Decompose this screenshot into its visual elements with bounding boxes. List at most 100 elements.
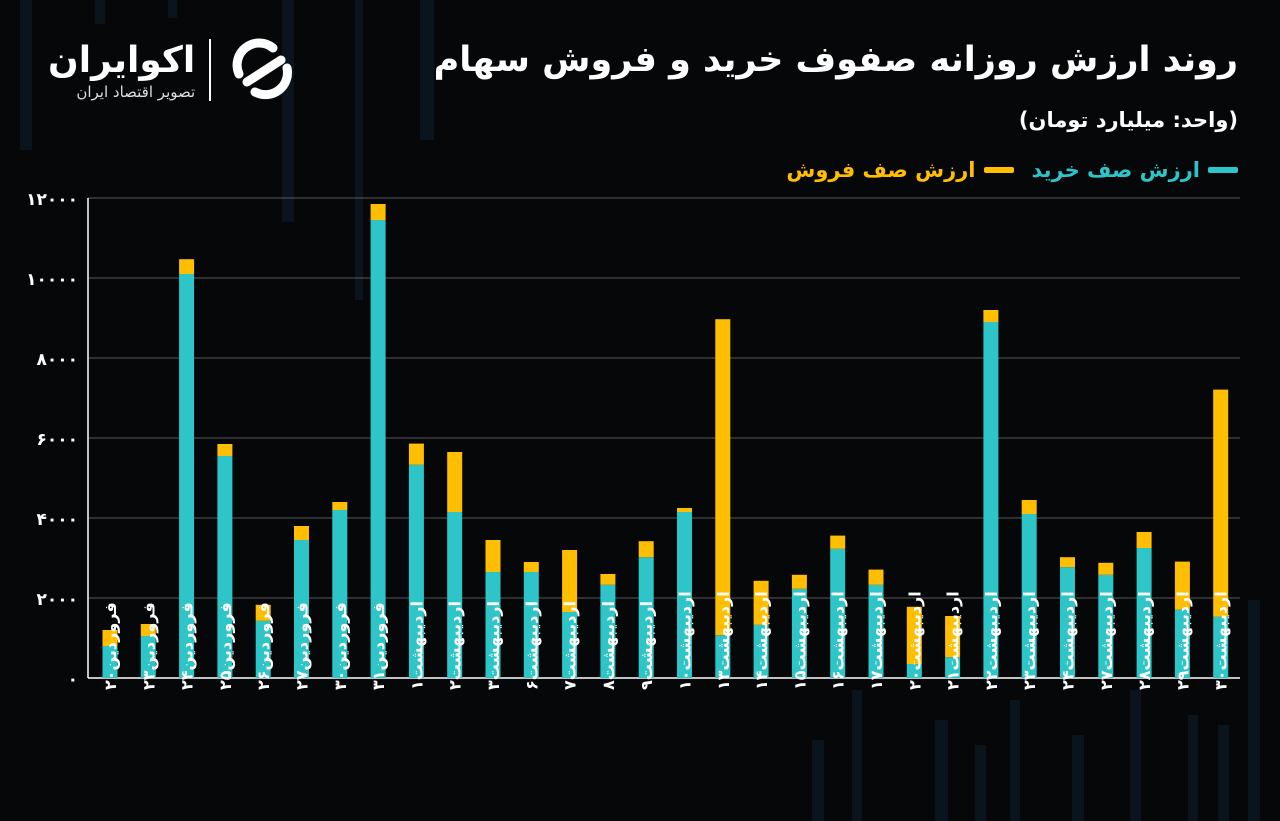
bar-buy [830, 548, 846, 678]
bar-buy [408, 464, 424, 678]
ekoiran-logo-icon [232, 38, 293, 100]
bar-buy [983, 322, 999, 678]
bar-buy [1060, 567, 1075, 678]
x-tick-label: اردیبهشت۲۸ [1135, 591, 1154, 690]
bar-sell [370, 204, 386, 220]
bar-buy [140, 636, 156, 678]
bar-buy [945, 657, 961, 678]
x-tick-label: اردیبهشت۱۰ [676, 591, 695, 690]
chart-title: روند ارزش روزانه صفوف خرید و فروش سهام [433, 40, 1238, 80]
bar-buy [217, 456, 233, 678]
y-tick-label: ۱۰۰۰۰ [26, 270, 78, 290]
bar-sell [562, 550, 578, 612]
legend-item-sell: ارزش صف فروش [786, 158, 1014, 182]
bar-buy [370, 220, 386, 678]
bar-buy [715, 635, 731, 678]
x-tick-label: اردیبهشت۲۱ [944, 591, 963, 690]
bar-buy [179, 274, 195, 678]
bar-buy [102, 646, 118, 678]
bar-buy [791, 588, 807, 678]
bar-sell [906, 606, 922, 664]
bar-sell [677, 508, 692, 512]
bar-buy [1136, 548, 1152, 678]
x-tick-label: فروردین۲۵ [216, 602, 235, 690]
bar-buy [523, 572, 539, 678]
unit-label: (واحد: میلیارد تومان) [1018, 108, 1238, 132]
bar-sell [179, 259, 195, 274]
bar-sell [332, 502, 348, 510]
brand-logo: اکوایران تصویر اقتصاد ایران [48, 30, 313, 110]
bar-sell [868, 569, 884, 585]
bar-buy [753, 624, 769, 678]
y-tick-label: ۶۰۰۰ [36, 430, 78, 450]
bar-sell [983, 310, 999, 322]
y-tick-label: ۴۰۰۰ [36, 510, 78, 530]
x-tick-label: اردیبهشت۲۳ [1020, 591, 1039, 690]
bar-buy [562, 612, 578, 678]
x-tick-label: اردیبهشت۲۲ [982, 591, 1001, 690]
x-tick-label: اردیبهشت۱۶ [829, 591, 848, 690]
bar-sell [1136, 532, 1152, 548]
x-tick-label: فروردین۲۴ [178, 602, 197, 690]
x-tick-label: اردیبهشت۱ [407, 601, 426, 690]
bar-sell [408, 443, 424, 465]
legend: ارزش صف خرید ارزش صف فروش [786, 158, 1238, 182]
bar-buy [638, 557, 654, 678]
x-tick-label: اردیبهشت۳۰ [1212, 591, 1231, 690]
bar-buy [332, 510, 348, 678]
bar-sell [1060, 557, 1075, 568]
x-tick-label: اردیبهشت۱۳ [714, 591, 733, 690]
bar-buy [906, 664, 922, 678]
x-tick-label: اردیبهشت۱۵ [790, 591, 809, 690]
x-tick-label: اردیبهشت۳ [484, 601, 503, 690]
bar-sell [715, 319, 731, 636]
x-tick-label: فروردین۲۰ [101, 602, 120, 690]
x-tick-label: اردیبهشت۸ [599, 601, 618, 690]
bar-sell [485, 540, 501, 572]
y-tick-label: ۲۰۰۰ [36, 590, 78, 610]
bar-buy [600, 584, 616, 678]
bar-sell [638, 541, 654, 558]
legend-label-buy: ارزش صف خرید [1031, 158, 1201, 182]
x-tick-label: اردیبهشت۲۹ [1173, 591, 1192, 690]
x-tick-label: اردیبهشت۲۷ [1097, 591, 1116, 690]
x-tick-label: اردیبهشت۱۷ [867, 591, 886, 690]
x-tick-label: فروردین۲۶ [254, 602, 273, 690]
x-tick-label: فروردین۲۷ [293, 602, 312, 690]
bar-buy [255, 620, 271, 678]
brand-name: اکوایران [48, 40, 196, 81]
legend-label-sell: ارزش صف فروش [786, 158, 976, 182]
legend-swatch-buy [1208, 167, 1238, 173]
brand-divider [209, 39, 212, 101]
x-tick-label: اردیبهشت۹ [637, 601, 656, 690]
bar-sell [1021, 500, 1037, 514]
x-tick-label: اردیبهشت۲۴ [1059, 591, 1078, 690]
bar-sell [830, 535, 846, 549]
legend-item-buy: ارزش صف خرید [1031, 158, 1238, 182]
x-tick-label: اردیبهشت۱۴ [752, 591, 771, 690]
x-tick-label: فروردین۲۳ [139, 602, 158, 690]
bar-buy [485, 572, 501, 678]
bar-buy [1213, 616, 1229, 678]
bar-sell [102, 630, 118, 646]
legend-swatch-sell [983, 167, 1014, 173]
x-tick-label: اردیبهشت۷ [561, 601, 580, 690]
y-tick-label: ۰ [68, 670, 78, 690]
bar-buy [677, 512, 692, 678]
bar-sell [791, 574, 807, 589]
y-tick-label: ۱۲۰۰۰ [26, 190, 78, 210]
y-tick-label: ۸۰۰۰ [36, 350, 78, 370]
bar-buy [447, 512, 463, 678]
bar-sell [600, 574, 616, 585]
bar-sell [140, 624, 156, 636]
bar-buy [294, 540, 309, 678]
bar-buy [1174, 609, 1190, 678]
bar-sell [255, 604, 271, 621]
bar-sell [753, 580, 769, 625]
brand-tagline: تصویر اقتصاد ایران [76, 83, 196, 101]
bar-sell [523, 562, 539, 572]
x-tick-label: فروردین۳۰ [331, 602, 350, 690]
bar-sell [294, 526, 309, 540]
x-tick-label: اردیبهشت۲۰ [905, 591, 924, 690]
